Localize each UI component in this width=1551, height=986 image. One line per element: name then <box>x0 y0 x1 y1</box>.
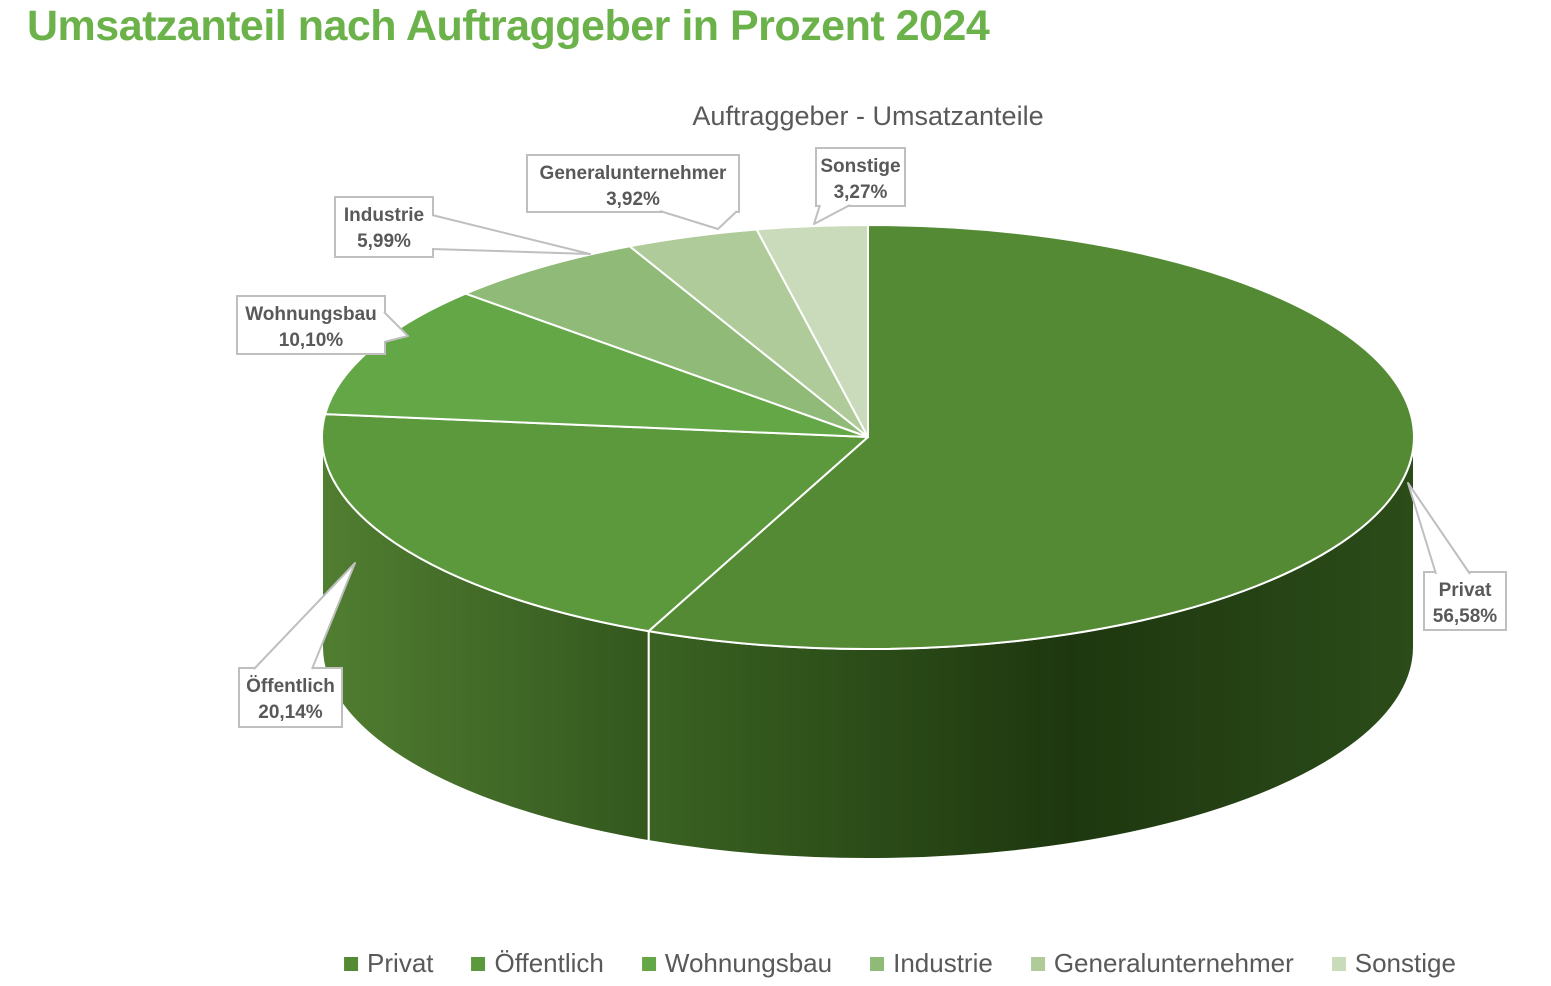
legend-label-generalunternehmer: Generalunternehmer <box>1053 948 1294 978</box>
callout-label-privat: Privat 56,58% <box>1433 580 1498 627</box>
callout-box-privat[interactable] <box>1423 571 1507 631</box>
page-title: Umsatzanteil nach Auftraggeber in Prozen… <box>27 2 990 50</box>
callout-wohnungsbau[interactable]: Wohnungsbau 10,10% <box>236 295 409 355</box>
legend-swatch-wohnungsbau <box>641 956 656 971</box>
callout-pointer-fill-generalunternehmer <box>660 211 737 229</box>
callout-label-sonstige: Sonstige 3,27% <box>820 156 900 203</box>
callout-box-wohnungsbau[interactable] <box>236 295 386 355</box>
legend-label-sonstige: Sonstige <box>1354 948 1456 978</box>
callout-industrie[interactable]: Industrie 5,99% <box>334 196 591 258</box>
legend-label-privat: Privat <box>367 948 434 978</box>
callout-box-generalunternehmer[interactable] <box>526 154 740 213</box>
callout-pointer-generalunternehmer <box>659 210 738 230</box>
callout-oeffentlich[interactable]: Öffentlich 20,14% <box>238 562 356 728</box>
pie-slice-industrie[interactable] <box>464 245 869 438</box>
callout-box-oeffentlich[interactable] <box>238 667 343 728</box>
callout-pointer-privat <box>1407 482 1471 575</box>
callout-pointer-industrie <box>431 214 591 255</box>
callout-label-wohnungsbau: Wohnungsbau 10,10% <box>245 304 377 351</box>
legend-item-sonstige[interactable]: Sonstige <box>1331 948 1456 979</box>
legend-swatch-industrie <box>870 956 885 971</box>
chart-subtitle: Auftraggeber - Umsatzanteile <box>692 101 1044 131</box>
legend-swatch-privat <box>344 956 359 971</box>
callout-label-oeffentlich: Öffentlich 20,14% <box>246 676 335 723</box>
pie-slice-oeffentlich[interactable] <box>321 413 869 633</box>
legend-item-generalunternehmer[interactable]: Generalunternehmer <box>1030 948 1294 979</box>
callout-box-sonstige[interactable] <box>815 147 906 207</box>
callout-label-generalunternehmer: Generalunternehmer 3,92% <box>540 163 727 210</box>
callout-pointer-fill-wohnungsbau <box>384 312 408 342</box>
legend-item-privat[interactable]: Privat <box>344 948 434 979</box>
legend-label-wohnungsbau: Wohnungsbau <box>664 948 833 978</box>
legend-item-wohnungsbau[interactable]: Wohnungsbau <box>641 948 833 979</box>
legend-swatch-sonstige <box>1331 956 1346 971</box>
callout-generalunternehmer[interactable]: Generalunternehmer 3,92% <box>526 154 740 230</box>
pie-slice-sonstige[interactable] <box>755 224 869 438</box>
callout-pointer-oeffentlich <box>253 562 356 670</box>
callout-label-industrie: Industrie 5,99% <box>344 205 424 252</box>
callout-privat[interactable]: Privat 56,58% <box>1407 482 1507 631</box>
legend-item-oeffentlich[interactable]: Öffentlich <box>471 948 604 979</box>
legend-item-industrie[interactable]: Industrie <box>870 948 993 979</box>
legend-label-oeffentlich: Öffentlich <box>494 948 604 978</box>
callout-pointer-sonstige <box>813 204 851 225</box>
legend-label-industrie: Industrie <box>893 948 993 978</box>
chart-legend: Privat Öffentlich Wohnungsbau Industrie … <box>344 948 1456 979</box>
legend-swatch-generalunternehmer <box>1030 956 1045 971</box>
legend-swatch-oeffentlich <box>471 956 486 971</box>
pie-slice-privat[interactable] <box>647 224 1415 650</box>
callout-sonstige[interactable]: Sonstige 3,27% <box>813 147 906 225</box>
callout-pointer-wohnungsbau <box>383 311 409 343</box>
